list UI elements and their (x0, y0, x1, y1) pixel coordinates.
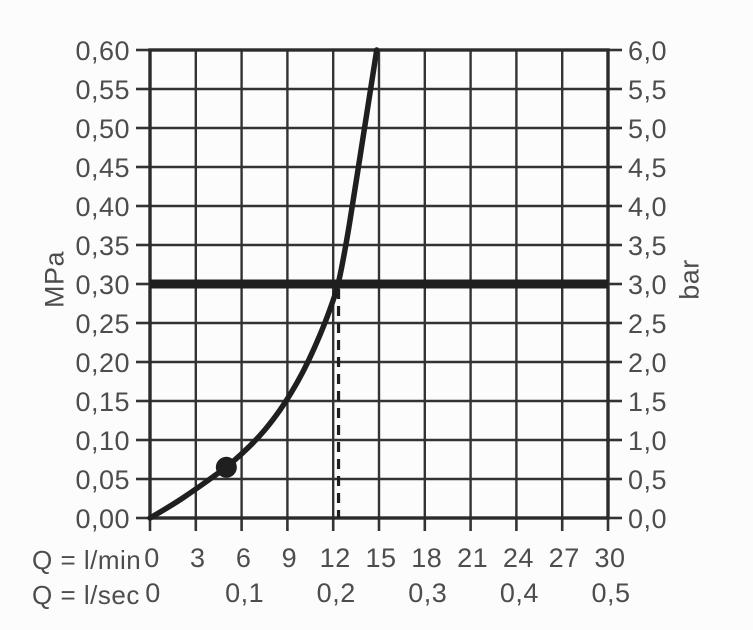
y-tick-label-bar: 6,0 (628, 36, 667, 66)
y-tick-label-bar: 3,0 (628, 270, 667, 300)
x-tick-label-lmin: 18 (411, 543, 442, 573)
y-tick-label-bar: 0,0 (628, 504, 667, 534)
x-tick-label-lmin: 15 (365, 543, 396, 573)
y-tick-label-bar: 5,0 (628, 114, 667, 144)
x-tick-label-lsec: 0,5 (591, 578, 630, 608)
x-tick-label-lmin: 21 (457, 543, 488, 573)
x-tick-label-lmin: 12 (320, 543, 351, 573)
y-tick-label-bar: 0,5 (628, 465, 667, 495)
y-tick-label-mpa: 0,40 (75, 192, 130, 222)
x-tick-label-lmin: 24 (503, 543, 534, 573)
curve-marker-dot (215, 456, 237, 478)
y-tick-label-mpa: 0,45 (75, 153, 130, 183)
y-tick-label-mpa: 0,00 (75, 504, 130, 534)
y-tick-label-mpa: 0,50 (75, 114, 130, 144)
y-tick-label-bar: 2,5 (628, 309, 667, 339)
y-tick-label-mpa: 0,60 (75, 36, 130, 66)
left-axis-title: MPa (39, 250, 70, 309)
y-tick-label-bar: 4,0 (628, 192, 667, 222)
y-tick-label-bar: 2,0 (628, 348, 667, 378)
y-tick-label-mpa: 0,30 (75, 270, 130, 300)
x-tick-label-lmin: 9 (282, 543, 298, 573)
y-tick-label-mpa: 0,25 (75, 309, 130, 339)
y-tick-label-mpa: 0,05 (75, 465, 130, 495)
y-tick-label-mpa: 0,35 (75, 231, 130, 261)
y-tick-label-mpa: 0,10 (75, 426, 130, 456)
right-axis-title: bar (674, 259, 705, 300)
x-axis-primary-label: Q = l/min (32, 545, 142, 575)
y-tick-label-bar: 1,5 (628, 387, 667, 417)
x-tick-label-lmin: 30 (594, 543, 625, 573)
y-tick-label-bar: 5,5 (628, 75, 667, 105)
x-tick-label-lsec: 0,4 (500, 578, 539, 608)
x-tick-label-lsec: 0 (145, 578, 161, 608)
x-tick-label-lmin: 27 (549, 543, 580, 573)
x-tick-label-lsec: 0,1 (225, 578, 264, 608)
y-tick-label-bar: 1,0 (628, 426, 667, 456)
y-tick-label-mpa: 0,15 (75, 387, 130, 417)
y-tick-label-bar: 3,5 (628, 231, 667, 261)
x-tick-label-lsec: 0,2 (317, 578, 356, 608)
x-tick-label-lmin: 0 (144, 543, 160, 573)
x-tick-label-lmin: 6 (236, 543, 252, 573)
x-tick-label-lsec: 0,3 (408, 578, 447, 608)
y-tick-label-bar: 4,5 (628, 153, 667, 183)
x-tick-label-lmin: 3 (190, 543, 206, 573)
y-tick-label-mpa: 0,55 (75, 75, 130, 105)
y-tick-label-mpa: 0,20 (75, 348, 130, 378)
x-axis-secondary-label: Q = l/sec (32, 580, 140, 610)
